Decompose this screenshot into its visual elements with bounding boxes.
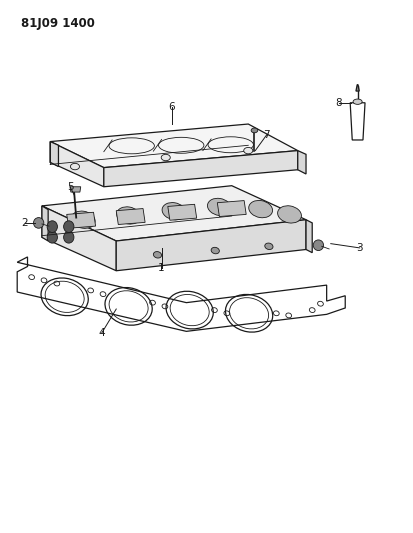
Polygon shape — [50, 142, 58, 166]
Polygon shape — [116, 208, 145, 224]
Polygon shape — [349, 103, 364, 140]
Polygon shape — [116, 220, 305, 271]
Ellipse shape — [243, 148, 252, 154]
Ellipse shape — [251, 128, 257, 133]
Ellipse shape — [207, 198, 231, 216]
Ellipse shape — [248, 200, 272, 218]
Ellipse shape — [313, 240, 323, 251]
Ellipse shape — [264, 243, 272, 249]
Text: 5: 5 — [66, 182, 73, 192]
Polygon shape — [104, 151, 297, 187]
Polygon shape — [217, 200, 246, 216]
Polygon shape — [70, 187, 81, 192]
Text: 1: 1 — [158, 263, 164, 272]
Text: 2: 2 — [21, 218, 28, 228]
Polygon shape — [42, 185, 305, 241]
Polygon shape — [42, 206, 116, 271]
Ellipse shape — [70, 164, 79, 169]
Ellipse shape — [277, 206, 301, 223]
Text: 7: 7 — [263, 130, 270, 140]
Text: 6: 6 — [168, 102, 175, 112]
Ellipse shape — [161, 155, 170, 161]
Polygon shape — [297, 151, 305, 174]
Text: 8: 8 — [335, 98, 342, 108]
Polygon shape — [50, 142, 104, 187]
Ellipse shape — [116, 207, 140, 224]
Ellipse shape — [64, 221, 74, 232]
Ellipse shape — [71, 211, 95, 228]
Ellipse shape — [47, 231, 57, 243]
Polygon shape — [42, 206, 48, 241]
Text: 4: 4 — [98, 328, 105, 338]
Polygon shape — [66, 212, 95, 228]
Polygon shape — [167, 204, 196, 220]
Ellipse shape — [153, 252, 161, 258]
Text: 3: 3 — [356, 243, 362, 253]
Polygon shape — [50, 124, 297, 167]
Ellipse shape — [64, 231, 74, 243]
Ellipse shape — [47, 221, 57, 232]
Ellipse shape — [33, 217, 44, 228]
Ellipse shape — [211, 247, 219, 254]
Ellipse shape — [352, 99, 361, 104]
Text: 81J09 1400: 81J09 1400 — [21, 17, 95, 30]
Ellipse shape — [162, 203, 185, 220]
Polygon shape — [355, 85, 358, 91]
Polygon shape — [305, 220, 311, 253]
